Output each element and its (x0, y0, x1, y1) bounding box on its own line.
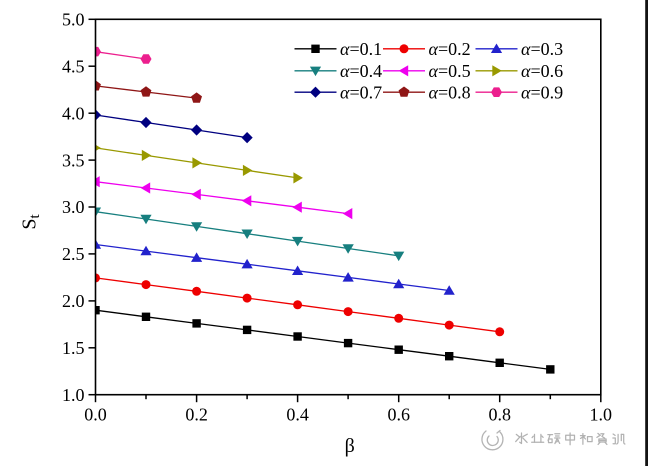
svg-text:3.5: 3.5 (62, 150, 85, 170)
svg-text:1.0: 1.0 (590, 405, 613, 425)
svg-text:0.4: 0.4 (286, 405, 309, 425)
svg-text:2.5: 2.5 (62, 244, 85, 264)
svg-text:α=0.4: α=0.4 (340, 61, 382, 81)
svg-text:α=0.6: α=0.6 (521, 61, 563, 81)
svg-text:α=0.2: α=0.2 (429, 39, 471, 59)
svg-text:α=0.8: α=0.8 (429, 83, 471, 103)
svg-text:α=0.3: α=0.3 (521, 39, 563, 59)
svg-text:α=0.1: α=0.1 (340, 39, 382, 59)
svg-text:α=0.7: α=0.7 (340, 83, 382, 103)
svg-text:0.8: 0.8 (488, 405, 511, 425)
svg-text:0.2: 0.2 (185, 405, 208, 425)
svg-text:β: β (345, 435, 355, 457)
svg-text:5.0: 5.0 (62, 10, 85, 30)
svg-text:4.5: 4.5 (62, 56, 85, 76)
svg-text:0.6: 0.6 (387, 405, 410, 425)
svg-text:α=0.9: α=0.9 (521, 83, 563, 103)
svg-text:1.5: 1.5 (62, 338, 85, 358)
svg-text:2.0: 2.0 (62, 291, 85, 311)
svg-text:3.0: 3.0 (62, 197, 85, 217)
svg-text:α=0.5: α=0.5 (429, 61, 471, 81)
svg-text:1.0: 1.0 (62, 385, 85, 405)
svg-text:0.0: 0.0 (84, 405, 107, 425)
svg-text:4.0: 4.0 (62, 103, 85, 123)
